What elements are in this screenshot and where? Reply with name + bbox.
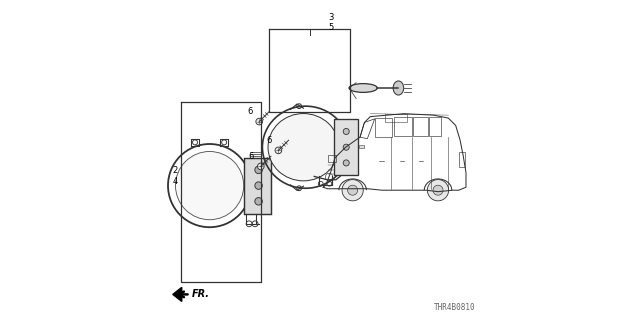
Circle shape — [257, 163, 264, 170]
Polygon shape — [173, 287, 182, 301]
Bar — [459, 152, 465, 167]
Ellipse shape — [268, 114, 339, 181]
Ellipse shape — [349, 84, 378, 92]
Text: 3
5: 3 5 — [328, 13, 334, 32]
Text: 6: 6 — [248, 152, 254, 161]
Text: 2
4: 2 4 — [173, 166, 178, 186]
Bar — [385, 114, 407, 123]
Bar — [244, 157, 271, 214]
Circle shape — [275, 147, 282, 154]
Circle shape — [348, 185, 358, 195]
Bar — [334, 119, 358, 175]
Bar — [358, 145, 364, 148]
Circle shape — [428, 180, 449, 201]
Circle shape — [255, 182, 262, 189]
Bar — [375, 118, 392, 137]
Circle shape — [256, 118, 262, 125]
Text: 6: 6 — [266, 136, 271, 145]
Circle shape — [343, 160, 349, 166]
Circle shape — [342, 180, 364, 201]
Bar — [413, 116, 428, 136]
Circle shape — [255, 166, 262, 174]
Bar — [328, 155, 337, 162]
Text: THR4B0810: THR4B0810 — [433, 303, 475, 312]
Circle shape — [255, 197, 262, 205]
Circle shape — [343, 128, 349, 134]
Circle shape — [343, 144, 349, 150]
Circle shape — [433, 185, 443, 195]
Text: 6: 6 — [247, 108, 252, 116]
Bar — [394, 116, 412, 136]
Text: FR.: FR. — [192, 289, 210, 300]
Bar — [429, 116, 441, 136]
Circle shape — [175, 151, 244, 220]
Ellipse shape — [393, 81, 404, 95]
